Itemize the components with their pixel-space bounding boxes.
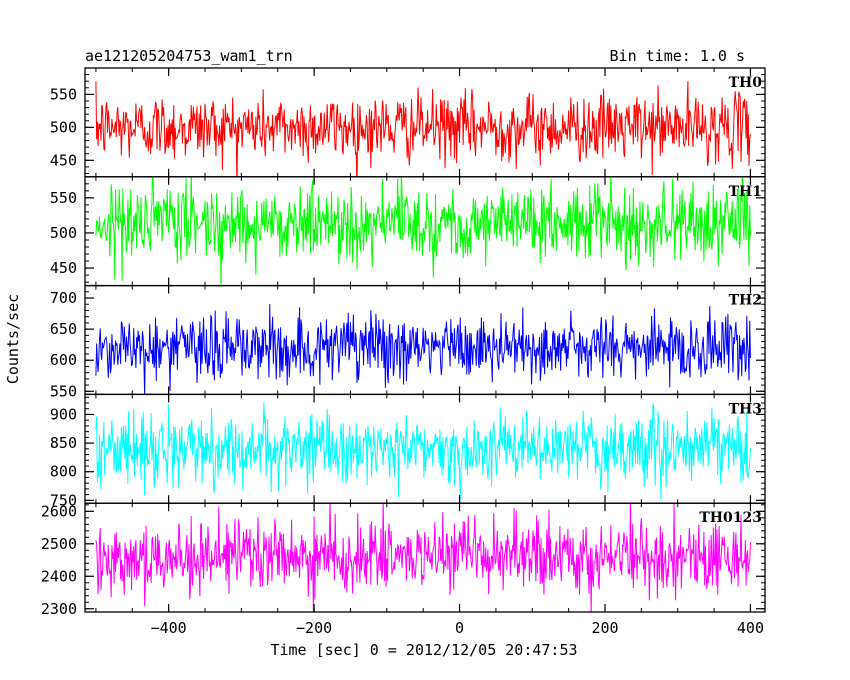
x-tick-label: 200 bbox=[591, 619, 618, 637]
y-tick-label: 550 bbox=[50, 85, 77, 103]
series-line-th2 bbox=[95, 303, 751, 395]
chart-title: ae121205204753_wam1_trn bbox=[85, 47, 293, 65]
y-tick-label: 2600 bbox=[41, 502, 77, 520]
x-tick-label: 400 bbox=[737, 619, 764, 637]
series-line-th0123 bbox=[95, 503, 751, 613]
bin-time-label: Bin time: 1.0 s bbox=[610, 47, 745, 65]
x-axis-label: Time [sec] 0 = 2012/12/05 20:47:53 bbox=[270, 641, 577, 659]
y-tick-label: 800 bbox=[50, 463, 77, 481]
y-tick-label: 850 bbox=[50, 434, 77, 452]
y-tick-label: 550 bbox=[50, 189, 77, 207]
series-line-th3 bbox=[95, 402, 751, 502]
panel-label-th3: TH3 bbox=[729, 401, 762, 417]
y-tick-label: 2300 bbox=[41, 600, 77, 618]
x-tick-label: 0 bbox=[455, 619, 464, 637]
y-tick-label: 750 bbox=[50, 491, 77, 509]
x-tick-label: −400 bbox=[151, 619, 187, 637]
y-tick-label: 650 bbox=[50, 320, 77, 338]
series-line-th0 bbox=[95, 81, 751, 177]
panel-frame-th0123 bbox=[84, 502, 766, 613]
y-tick-label: 550 bbox=[50, 382, 77, 400]
panels-group: 450 500 550 TH0 450 500 550 TH1 550 600 650 700 TH2 7… bbox=[41, 67, 766, 637]
panel-label-th2: TH2 bbox=[729, 293, 762, 309]
y-tick-label: 2400 bbox=[41, 567, 77, 585]
panel-label-th0: TH0 bbox=[729, 75, 763, 91]
y-tick-label: 900 bbox=[50, 405, 77, 423]
series-line-th1 bbox=[95, 176, 751, 286]
y-tick-label: 450 bbox=[50, 151, 77, 169]
x-tick-label: −200 bbox=[296, 619, 332, 637]
y-tick-label: 2500 bbox=[41, 535, 77, 553]
y-tick-label: 500 bbox=[50, 118, 77, 136]
y-axis-label: Counts/sec bbox=[4, 294, 22, 384]
y-tick-label: 500 bbox=[50, 224, 77, 242]
y-tick-label: 450 bbox=[50, 259, 77, 277]
panel-label-th1: TH1 bbox=[729, 184, 762, 200]
y-tick-label: 700 bbox=[50, 289, 77, 307]
panel-label-th0123: TH0123 bbox=[699, 510, 762, 526]
y-tick-label: 600 bbox=[50, 351, 77, 369]
